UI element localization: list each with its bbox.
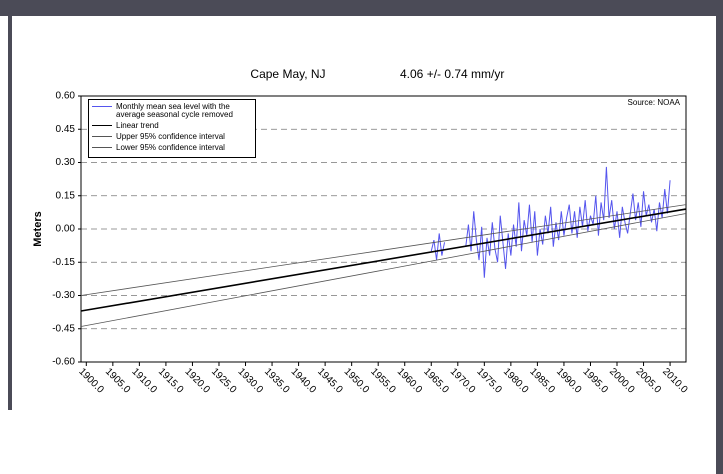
x-tick-label: 1980.0: [501, 366, 531, 396]
x-tick-label: 1900.0: [76, 366, 106, 396]
chart-subtitle: 4.06 +/- 0.74 mm/yr: [400, 67, 504, 81]
legend-swatch: [92, 106, 112, 107]
source-note: Source: NOAA: [628, 98, 681, 107]
chart-title: Cape May, NJ: [250, 67, 325, 81]
y-tick-label: -0.60: [52, 357, 75, 368]
legend-label: Monthly mean sea level with the average …: [116, 102, 233, 119]
x-tick-label: 1925.0: [209, 366, 239, 396]
x-tick-label: 2000.0: [607, 366, 637, 396]
y-tick-label: 0.30: [56, 157, 76, 168]
frame-top: [0, 0, 723, 16]
y-axis-label: Meters: [32, 211, 44, 246]
x-tick-label: 1950.0: [342, 366, 372, 396]
legend-label: Linear trend: [116, 121, 159, 130]
x-tick-label: 1940.0: [289, 366, 319, 396]
x-tick-label: 1935.0: [262, 366, 292, 396]
legend-swatch: [92, 136, 112, 137]
x-tick-label: 1920.0: [182, 366, 212, 396]
legend-swatch: [92, 147, 112, 148]
x-tick-label: 1960.0: [395, 366, 425, 396]
x-tick-label: 1990.0: [554, 366, 584, 396]
x-tick-label: 1905.0: [103, 366, 133, 396]
y-tick-label: 0.00: [56, 224, 76, 235]
x-tick-label: 1930.0: [236, 366, 266, 396]
y-tick-label: -0.45: [52, 323, 75, 334]
y-tick-label: -0.30: [52, 290, 75, 301]
x-tick-label: 1910.0: [129, 366, 159, 396]
frame-right: [716, 0, 723, 474]
x-tick-label: 1965.0: [421, 366, 451, 396]
y-tick-label: 0.45: [56, 124, 76, 135]
plot-frame: [80, 95, 687, 363]
legend-entry: Linear trend: [92, 122, 252, 130]
x-tick-label: 1975.0: [474, 366, 504, 396]
x-tick-label: 2010.0: [660, 366, 690, 396]
x-tick-label: 2005.0: [634, 366, 664, 396]
x-tick-label: 1985.0: [527, 366, 557, 396]
series-line: [80, 213, 687, 327]
y-tick-label: -0.15: [52, 257, 75, 268]
frame-left: [8, 16, 12, 410]
x-tick-label: 1955.0: [368, 366, 398, 396]
legend-entry: Lower 95% confidence interval: [92, 144, 252, 152]
x-tick-label: 1995.0: [580, 366, 610, 396]
series-line: [80, 204, 687, 296]
y-tick-label: 0.15: [56, 190, 76, 201]
legend-swatch: [92, 125, 112, 126]
series-line: [430, 166, 671, 278]
x-tick-label: 1945.0: [315, 366, 345, 396]
x-tick-label: 1915.0: [156, 366, 186, 396]
legend-label: Lower 95% confidence interval: [116, 143, 225, 152]
x-tick-label: 1970.0: [448, 366, 478, 396]
legend-label: Upper 95% confidence interval: [116, 132, 225, 141]
series-line: [80, 208, 687, 312]
legend-entry: Monthly mean sea level with the average …: [92, 103, 252, 119]
legend: Monthly mean sea level with the average …: [88, 99, 256, 158]
y-tick-label: 0.60: [56, 91, 76, 102]
legend-entry: Upper 95% confidence interval: [92, 133, 252, 141]
